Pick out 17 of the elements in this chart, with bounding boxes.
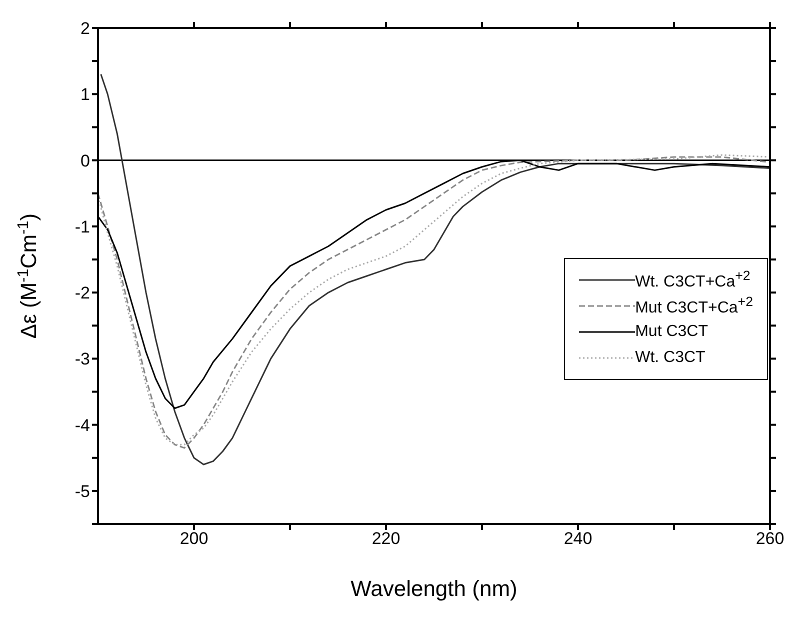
x-tick-label: 220 <box>372 529 400 548</box>
x-tick-label: 240 <box>564 529 592 548</box>
legend-label: Wt. C3CT+Ca$^{+2}$ <box>635 268 750 292</box>
y-tick-label: -3 <box>74 350 90 369</box>
y-tick-label: -4 <box>74 416 90 435</box>
y-tick-label: -5 <box>74 482 90 501</box>
legend-label: Mut C3CT <box>635 323 708 341</box>
legend-label: Wt. C3CT <box>635 349 706 367</box>
x-tick-label: 260 <box>756 529 784 548</box>
y-tick-label: -1 <box>74 217 90 236</box>
y-tick-label: 1 <box>80 85 90 104</box>
x-axis-title: Wavelength (nm) <box>350 576 518 601</box>
y-tick-label: 2 <box>80 19 90 38</box>
x-tick-label: 200 <box>180 529 208 548</box>
y-tick-label: -2 <box>74 284 90 303</box>
y-tick-label: 0 <box>80 151 90 170</box>
legend-label: Mut C3CT+Ca$^{+2}$ <box>635 294 753 318</box>
